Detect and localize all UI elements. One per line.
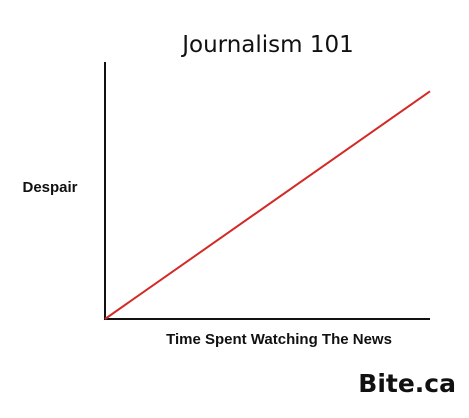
- series-line-0: [104, 90, 431, 320]
- x-axis-label: Time Spent Watching The News: [166, 331, 392, 348]
- chart-title: Journalism 101: [180, 32, 354, 58]
- y-axis-label: Despair: [22, 179, 77, 196]
- series-layer: [104, 90, 431, 320]
- watermark-logo: Bite.ca: [358, 369, 456, 398]
